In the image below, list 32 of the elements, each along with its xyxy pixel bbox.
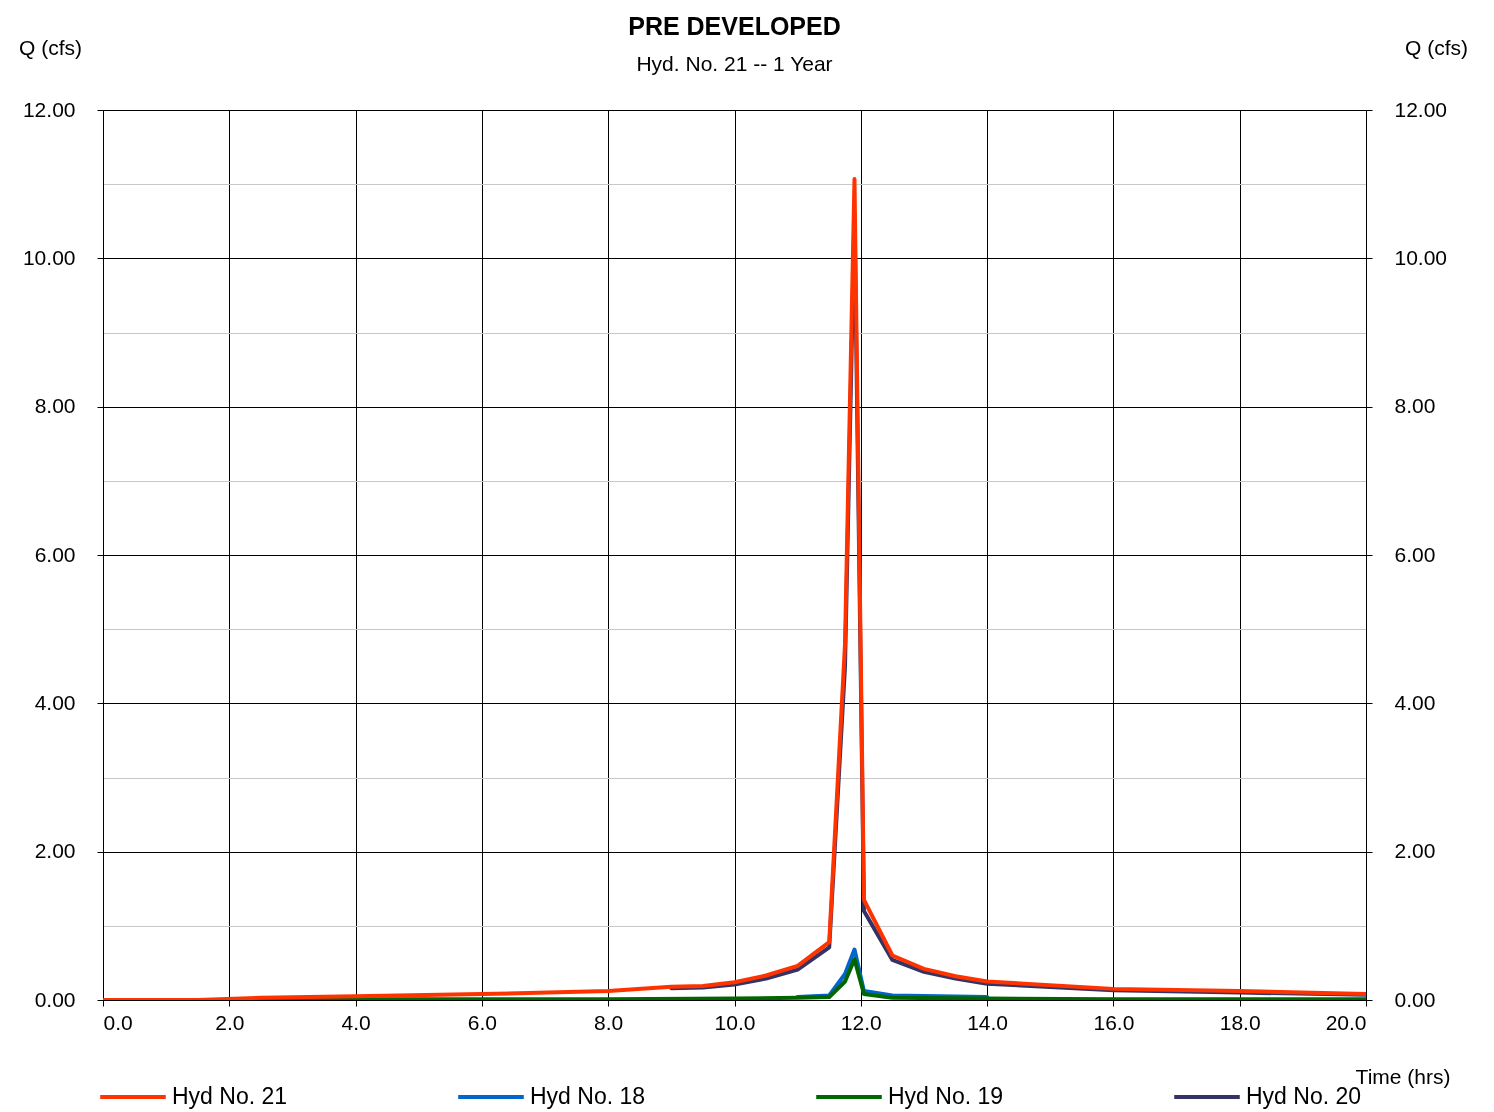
x-tick-label: 2.0: [215, 1010, 245, 1034]
y-tick-label: 4.00: [34, 690, 76, 714]
legend-label: Hyd No. 21: [172, 1083, 288, 1109]
y2-tick-label: 8.00: [1394, 394, 1436, 418]
y-tick-label: 2.00: [34, 839, 76, 863]
x-tick-label: 16.0: [1093, 1010, 1135, 1034]
y2-tick-label: 0.00: [1394, 987, 1436, 1011]
x-tick-label: 4.0: [341, 1010, 371, 1034]
y2-tick-label: 6.00: [1394, 542, 1436, 566]
chart-title: PRE DEVELOPED: [628, 12, 841, 40]
x-tick-label: 6.0: [467, 1010, 497, 1034]
y-tick-label: 10.00: [22, 245, 76, 269]
x-tick-label: 10.0: [714, 1010, 756, 1034]
y2-tick-label: 4.00: [1394, 690, 1436, 714]
y-tick-label: 12.00: [22, 97, 76, 121]
x-tick-label: 18.0: [1219, 1010, 1261, 1034]
x-tick-label: 14.0: [967, 1010, 1009, 1034]
x-tick-label: 12.0: [840, 1010, 882, 1034]
y-tick-label: 0.00: [34, 987, 76, 1011]
x-tick-label: 20.0: [1325, 1010, 1367, 1034]
y2-tick-label: 10.00: [1394, 245, 1448, 269]
x-tick-label: 8.0: [594, 1010, 624, 1034]
y-tick-label: 6.00: [34, 542, 76, 566]
legend-label: Hyd No. 18: [530, 1083, 646, 1109]
y2-tick-label: 12.00: [1394, 97, 1448, 121]
y-axis-title: Q (cfs): [19, 35, 82, 59]
chart-subtitle: Hyd. No. 21 -- 1 Year: [636, 52, 833, 75]
y2-tick-label: 2.00: [1394, 839, 1436, 863]
y-tick-label: 8.00: [34, 394, 76, 418]
y2-axis-title: Q (cfs): [1405, 35, 1468, 59]
x-tick-label: 0.0: [103, 1010, 133, 1034]
legend-label: Hyd No. 19: [888, 1083, 1004, 1109]
